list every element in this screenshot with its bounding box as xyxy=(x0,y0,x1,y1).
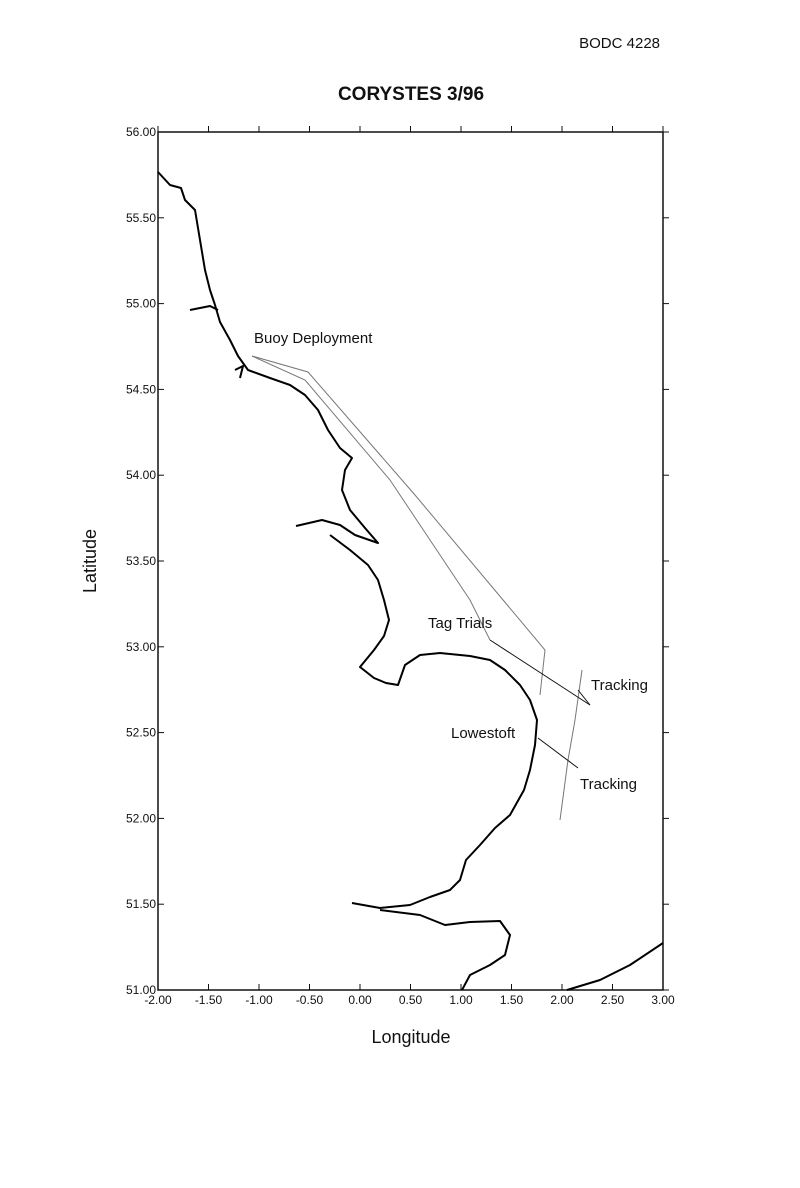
y-tick-label: 54.50 xyxy=(126,382,156,396)
map-title: CORYSTES 3/96 xyxy=(338,84,484,105)
annotation: Tracking xyxy=(591,677,648,694)
ship-track xyxy=(559,669,583,821)
x-tick-label: 2.50 xyxy=(601,993,625,1007)
x-tick-label: 2.00 xyxy=(550,993,574,1007)
document-id: BODC 4228 xyxy=(579,35,660,52)
y-tick-label: 56.00 xyxy=(126,125,156,139)
coastline-england xyxy=(157,171,538,991)
coastline-france xyxy=(566,942,664,991)
x-tick-label: -1.00 xyxy=(245,993,273,1007)
annotation: Buoy Deployment xyxy=(254,330,373,347)
coastline-fragment xyxy=(189,305,244,379)
coastline xyxy=(157,171,664,991)
y-tick-label: 54.00 xyxy=(126,468,156,482)
y-tick-label: 53.00 xyxy=(126,640,156,654)
y-tick-label: 51.50 xyxy=(126,897,156,911)
x-tick-label: -2.00 xyxy=(144,993,172,1007)
x-tick-label: 0.00 xyxy=(348,993,372,1007)
annotation: Tag Trials xyxy=(428,615,492,632)
leader-line xyxy=(489,639,591,706)
leader-line xyxy=(577,689,591,706)
ship-tracks xyxy=(251,355,583,821)
map-frame xyxy=(157,131,664,991)
ship-track xyxy=(251,355,491,641)
x-tick-label: 3.00 xyxy=(651,993,675,1007)
leader-line xyxy=(537,737,579,769)
y-tick-label: 52.00 xyxy=(126,811,156,825)
y-tick-label: 51.00 xyxy=(126,983,156,997)
y-axis-label: Latitude xyxy=(80,529,100,593)
x-tick-label: 1.50 xyxy=(500,993,524,1007)
leader-lines xyxy=(489,639,591,769)
ship-track xyxy=(251,355,546,696)
annotation: Lowestoft xyxy=(451,725,516,742)
y-tick-label: 52.50 xyxy=(126,726,156,740)
y-tick-label: 55.00 xyxy=(126,297,156,311)
x-tick-label: -1.50 xyxy=(195,993,223,1007)
x-tick-label: 0.50 xyxy=(399,993,423,1007)
y-tick-label: 53.50 xyxy=(126,554,156,568)
y-tick-label: 55.50 xyxy=(126,211,156,225)
annotation: Tracking xyxy=(580,776,637,793)
x-axis-label: Longitude xyxy=(371,1027,450,1047)
x-tick-label: 1.00 xyxy=(449,993,473,1007)
x-tick-label: -0.50 xyxy=(296,993,324,1007)
